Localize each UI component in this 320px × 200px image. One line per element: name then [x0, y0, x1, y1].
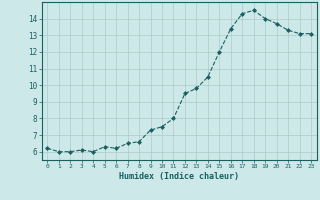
X-axis label: Humidex (Indice chaleur): Humidex (Indice chaleur)	[119, 172, 239, 181]
